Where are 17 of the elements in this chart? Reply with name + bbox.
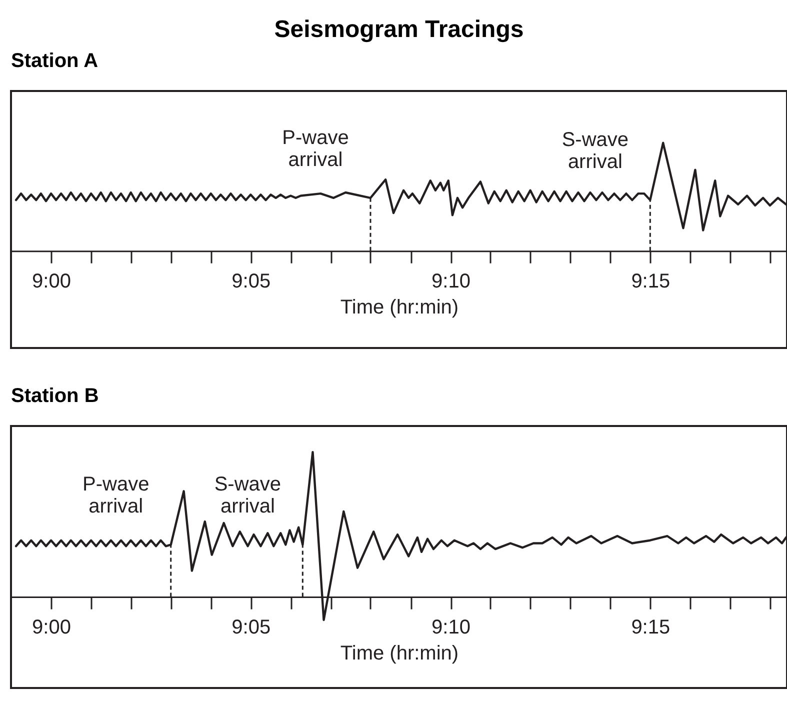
annotation: S-wave arrival	[214, 474, 282, 518]
annotation: S-wave arrival	[562, 129, 629, 174]
annotation: P-wave arrival	[82, 474, 150, 518]
chart-subtitle: Station A	[11, 50, 98, 72]
x-tick-label: 9:00	[32, 616, 71, 638]
x-tick-label: 9:10	[432, 616, 470, 638]
annotation: P-wave arrival	[282, 126, 349, 171]
x-tick-label: 9:05	[232, 270, 271, 292]
x-tick-label: 9:10	[432, 270, 470, 292]
x-axis-title: Time (hr:min)	[340, 296, 459, 318]
x-tick-label: 9:15	[631, 616, 670, 638]
chart-title: Station B	[11, 385, 99, 407]
x-axis-title: Time (hr:min)	[340, 642, 459, 664]
chart-title: Seismogram Tracings	[274, 16, 524, 43]
x-tick-label: 9:05	[232, 616, 271, 638]
x-tick-label: 9:00	[32, 270, 71, 292]
x-tick-label: 9:15	[631, 270, 670, 292]
